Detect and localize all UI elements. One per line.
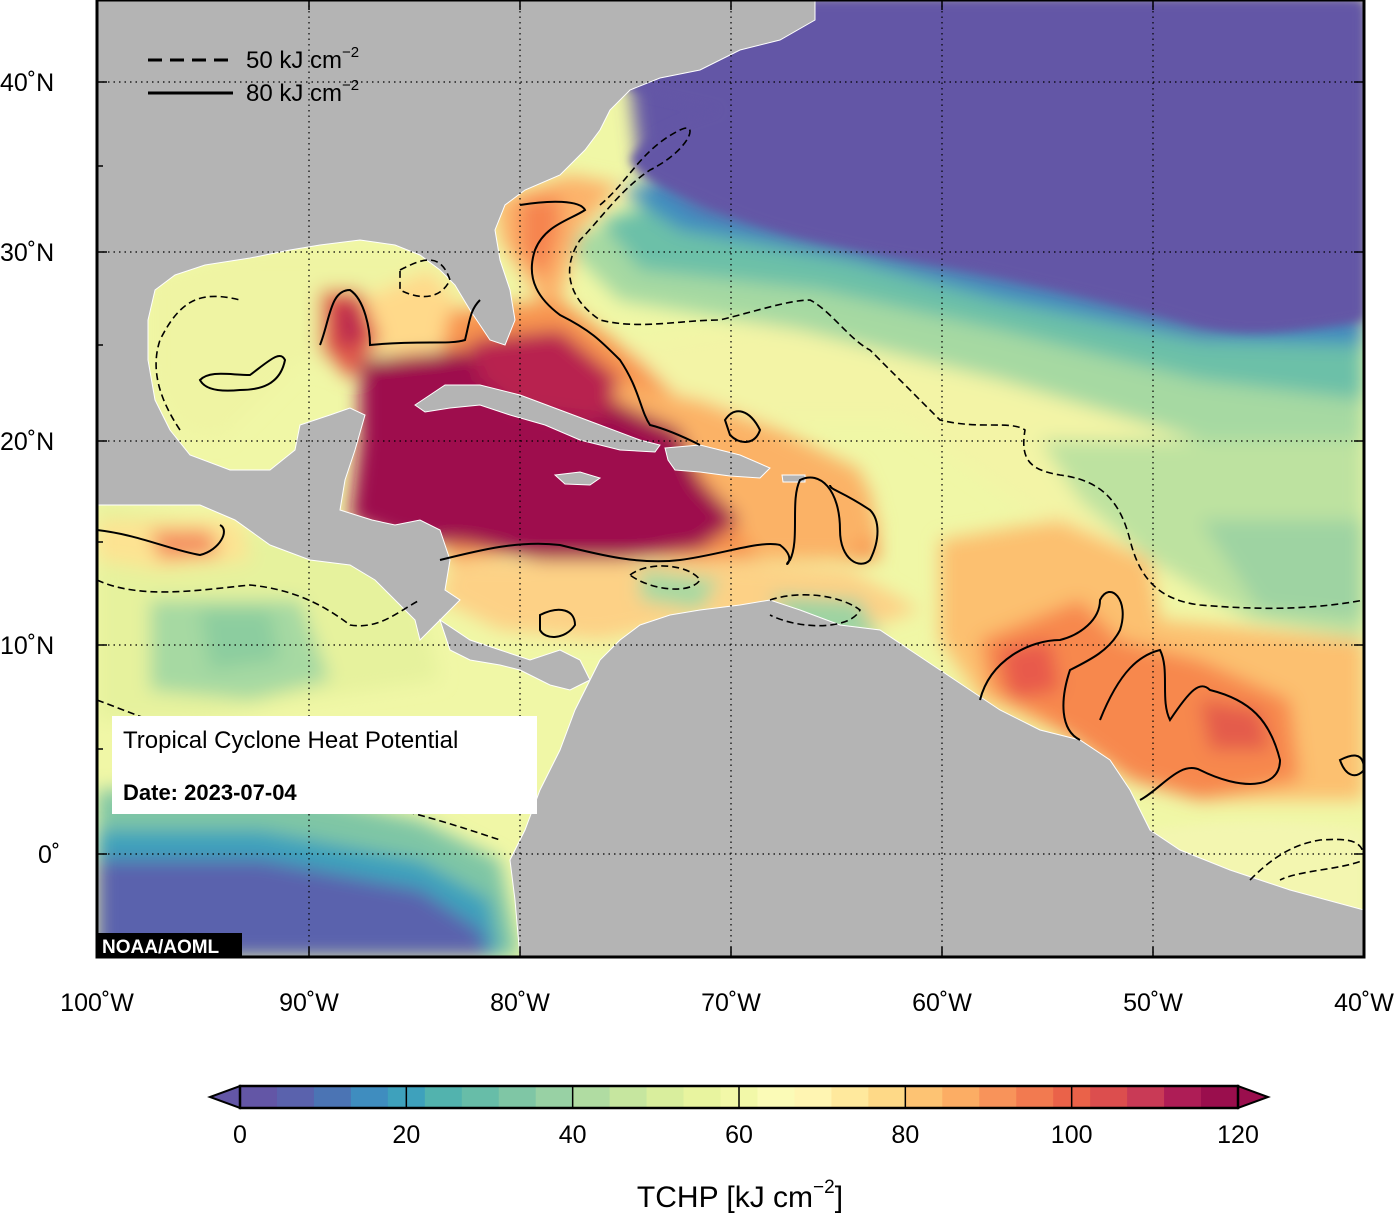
cuba-island bbox=[414, 384, 661, 453]
lat-label: 30˚N bbox=[0, 239, 54, 267]
north-america-land bbox=[97, 0, 816, 641]
lat-label: 40˚N bbox=[0, 69, 54, 97]
colorbar-tick-label: 60 bbox=[725, 1121, 753, 1149]
colorbar-cell bbox=[313, 1086, 352, 1108]
colorbar-cell bbox=[831, 1086, 869, 1108]
legend-solid-label: 80 kJ cm−2 bbox=[246, 77, 359, 107]
credit-badge: NOAA/AOML bbox=[97, 933, 242, 958]
lon-label: 60˚W bbox=[912, 989, 972, 1017]
colorbar-cell bbox=[535, 1086, 574, 1108]
latitude-labels: 40˚N 30˚N 20˚N 10˚N 0˚ bbox=[0, 69, 60, 869]
central-america-isthmus bbox=[439, 618, 591, 691]
colorbar-tick-label: 40 bbox=[559, 1121, 587, 1149]
lat-label: 10˚N bbox=[0, 632, 54, 660]
colorbar-cell bbox=[572, 1086, 611, 1108]
colorbar: 0 20 40 60 80 100 120 TCHP [kJ cm−2] bbox=[207, 1084, 1271, 1214]
lon-label: 90˚W bbox=[279, 989, 339, 1017]
colorbar-cell bbox=[350, 1086, 389, 1108]
graticule bbox=[97, 0, 1364, 957]
lon-label: 50˚W bbox=[1123, 989, 1183, 1017]
colorbar-title: TCHP [kJ cm−2] bbox=[637, 1177, 843, 1214]
land-masses bbox=[97, 0, 1364, 957]
colorbar-cell bbox=[942, 1086, 980, 1108]
colorbar-cell bbox=[757, 1086, 796, 1108]
hispaniola-island bbox=[664, 444, 771, 479]
colorbar-cell bbox=[646, 1086, 685, 1108]
colorbar-cell bbox=[794, 1086, 833, 1108]
contour-80 bbox=[97, 200, 1364, 801]
legend-dashed-label: 50 kJ cm−2 bbox=[246, 44, 359, 74]
lat-label: 20˚N bbox=[0, 428, 54, 456]
colorbar-cell bbox=[609, 1086, 648, 1108]
colorbar-tick-label: 120 bbox=[1217, 1121, 1259, 1149]
lon-label: 40˚W bbox=[1334, 989, 1394, 1017]
colorbar-cell bbox=[424, 1086, 463, 1108]
colorbar-tick-label: 0 bbox=[233, 1121, 247, 1149]
jamaica-island bbox=[553, 471, 602, 486]
colorbar-cell bbox=[498, 1086, 537, 1108]
contour-legend: 50 kJ cm−2 80 kJ cm−2 bbox=[148, 44, 359, 107]
lon-label: 80˚W bbox=[490, 989, 550, 1017]
colorbar-ticks: 0 20 40 60 80 100 120 bbox=[233, 1086, 1259, 1149]
colorbar-cell bbox=[1090, 1086, 1128, 1108]
colorbar-cell bbox=[461, 1086, 500, 1108]
colorbar-cell bbox=[905, 1086, 943, 1108]
credit-text: NOAA/AOML bbox=[102, 937, 220, 958]
lat-label: 0˚ bbox=[38, 841, 60, 869]
colorbar-tick-label: 100 bbox=[1051, 1121, 1093, 1149]
colorbar-cell bbox=[240, 1086, 278, 1108]
colorbar-under-arrow bbox=[207, 1084, 241, 1110]
colorbar-cells bbox=[240, 1086, 1239, 1108]
colorbar-over-arrow bbox=[1237, 1084, 1271, 1110]
date-label: Date: 2023-07-04 bbox=[123, 780, 297, 805]
colorbar-cell bbox=[276, 1086, 315, 1108]
colorbar-cell bbox=[1164, 1086, 1202, 1108]
lon-label: 100˚W bbox=[60, 989, 134, 1017]
map-title: Tropical Cyclone Heat Potential bbox=[123, 727, 458, 754]
axis-ticks bbox=[97, 0, 1364, 957]
map-area: 50 kJ cm−2 80 kJ cm−2 Tropical Cyclone H… bbox=[97, 0, 1364, 958]
colorbar-cell bbox=[683, 1086, 722, 1108]
colorbar-cell bbox=[1016, 1086, 1054, 1108]
longitude-labels: 100˚W 90˚W 80˚W 70˚W 60˚W 50˚W 40˚W bbox=[60, 989, 1394, 1017]
lon-label: 70˚W bbox=[701, 989, 761, 1017]
colorbar-cell bbox=[868, 1086, 906, 1108]
colorbar-cell bbox=[1127, 1086, 1165, 1108]
colorbar-cell bbox=[979, 1086, 1017, 1108]
title-box: Tropical Cyclone Heat Potential Date: 20… bbox=[112, 716, 537, 814]
south-america-land bbox=[509, 599, 1364, 957]
colorbar-tick-label: 80 bbox=[891, 1121, 919, 1149]
colorbar-tick-label: 20 bbox=[392, 1121, 420, 1149]
colorbar-cell bbox=[1201, 1086, 1239, 1108]
